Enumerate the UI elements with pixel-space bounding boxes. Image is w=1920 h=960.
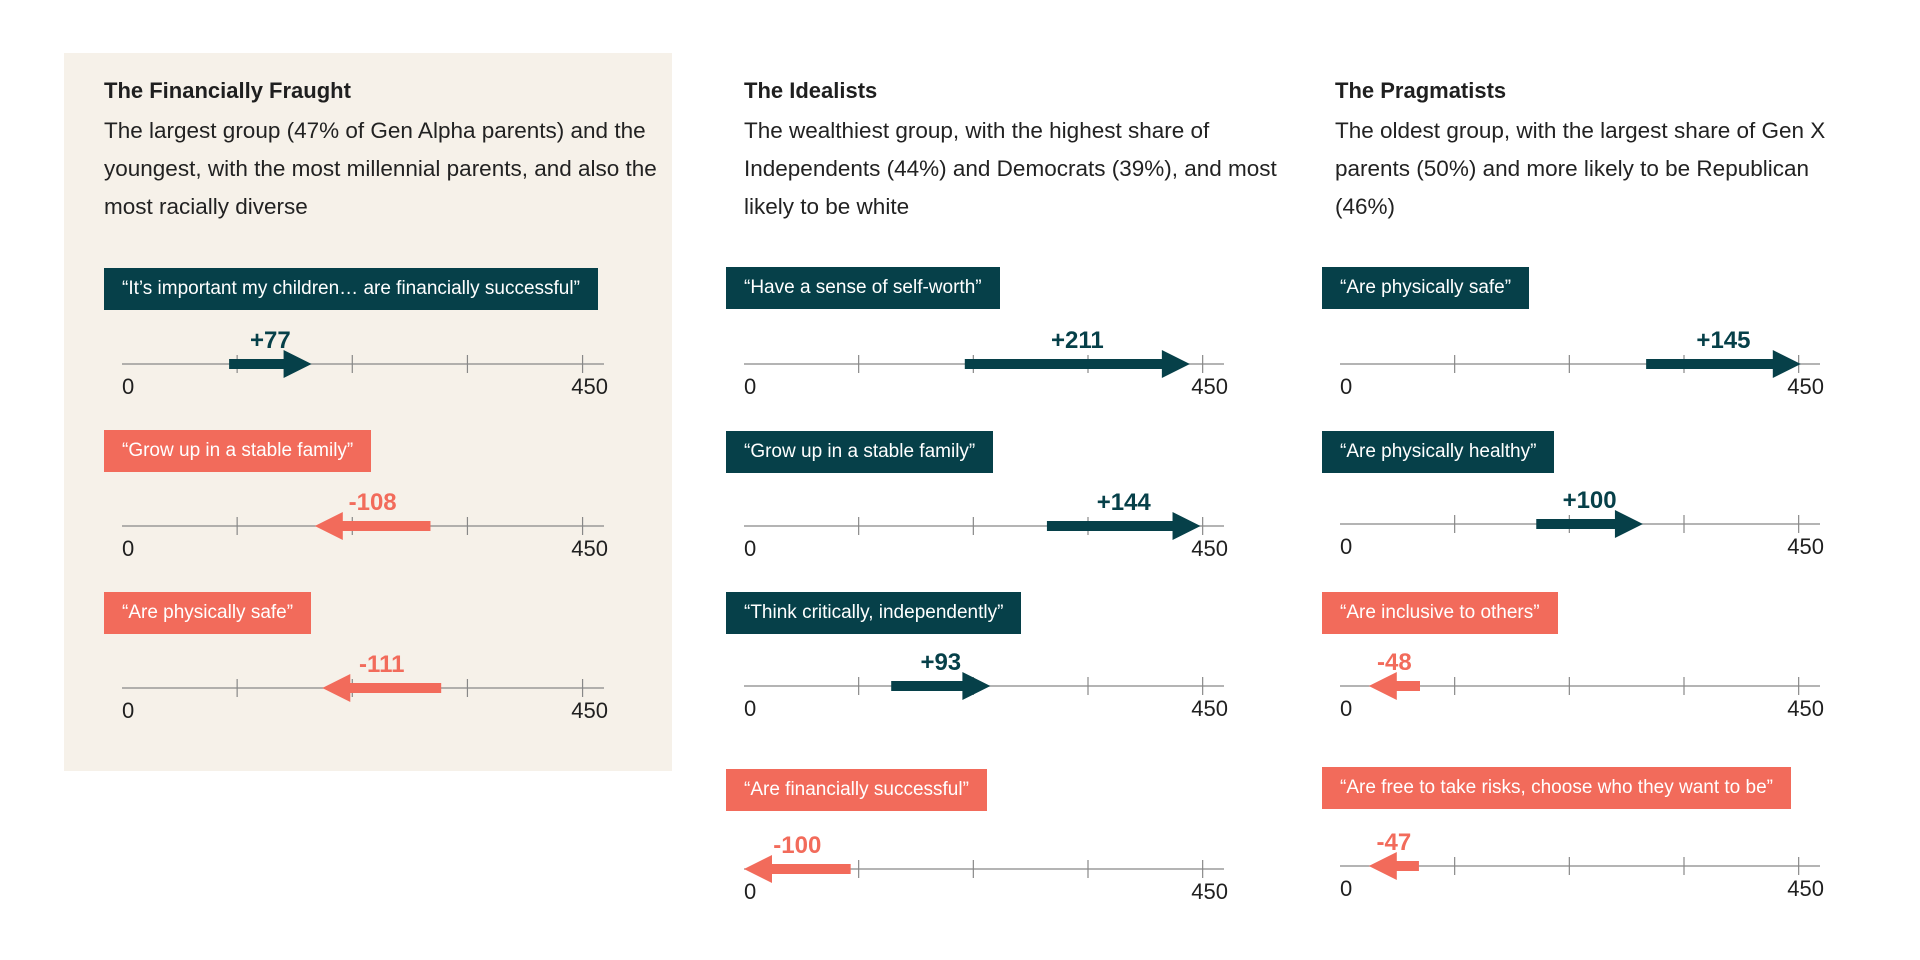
item-axis: 0 450 -47 — [1340, 829, 1824, 901]
item-label: “It’s important my children… are financi… — [104, 268, 598, 310]
axis-min-label: 0 — [744, 536, 756, 561]
axis-min-label: 0 — [744, 696, 756, 721]
item-label: “Are inclusive to others” — [1322, 592, 1558, 634]
change-arrow — [744, 855, 851, 883]
change-value-label: -111 — [359, 651, 404, 678]
item-label: “Are free to take risks, choose who they… — [1322, 767, 1791, 809]
item-label: “Grow up in a stable family” — [726, 431, 994, 473]
change-arrow — [1536, 510, 1643, 538]
item-label: “Grow up in a stable family” — [104, 430, 372, 472]
change-arrow — [1646, 350, 1801, 378]
item-axis: 0 450 +77 — [122, 327, 608, 399]
axis-max-label: 450 — [1191, 879, 1228, 904]
item-axis: 0 450 -108 — [122, 489, 608, 561]
axis-max-label: 450 — [1787, 374, 1824, 399]
item-label: “Think critically, independently” — [726, 592, 1022, 634]
item-axis: 0 450 +144 — [744, 489, 1228, 561]
change-value-label: +145 — [1696, 327, 1750, 354]
idealists-description: The wealthiest group, with the highest s… — [744, 118, 1277, 219]
item-label: “Have a sense of self-worth” — [726, 267, 1000, 309]
item-label: “Are physically safe” — [104, 592, 312, 634]
change-value-label: +144 — [1097, 489, 1152, 516]
change-arrow — [891, 672, 991, 700]
axis-max-label: 450 — [1787, 696, 1824, 721]
axis-max-label: 450 — [1191, 696, 1228, 721]
axis-max-label: 450 — [1787, 876, 1824, 901]
axis-min-label: 0 — [1340, 696, 1352, 721]
axis-min-label: 0 — [1340, 534, 1352, 559]
change-value-label: -47 — [1377, 829, 1412, 856]
item-axis: 0 450 -111 — [122, 651, 608, 723]
item-axis: 0 450 +93 — [744, 649, 1228, 721]
axis-max-label: 450 — [571, 536, 608, 561]
axis-min-label: 0 — [122, 536, 134, 561]
item-axis: 0 450 +145 — [1340, 327, 1824, 399]
item-label: “Are physically healthy” — [1322, 431, 1555, 473]
item-axis: 0 450 +100 — [1340, 487, 1824, 559]
financially-fraught-description: The largest group (47% of Gen Alpha pare… — [104, 118, 657, 219]
financially-fraught-title: The Financially Fraught — [104, 78, 351, 103]
item-label: “Are financially successful” — [726, 769, 987, 811]
change-value-label: -108 — [349, 489, 397, 516]
axis-max-label: 450 — [1191, 536, 1228, 561]
axis-max-label: 450 — [571, 374, 608, 399]
pragmatists-description: The oldest group, with the largest share… — [1335, 118, 1826, 219]
axis-min-label: 0 — [1340, 876, 1352, 901]
change-arrow — [964, 350, 1190, 378]
change-value-label: +77 — [250, 327, 291, 354]
change-arrow — [1368, 852, 1419, 880]
axis-min-label: 0 — [744, 879, 756, 904]
item-axis: 0 450 +211 — [744, 327, 1228, 399]
change-value-label: -100 — [773, 832, 821, 859]
axis-min-label: 0 — [744, 374, 756, 399]
idealists-title: The Idealists — [744, 78, 878, 103]
axis-max-label: 450 — [1191, 374, 1228, 399]
change-arrow — [314, 512, 431, 540]
change-arrow — [1368, 672, 1420, 700]
change-arrow — [322, 674, 442, 702]
item-label: “Are physically safe” — [1322, 267, 1530, 309]
change-arrow — [1046, 512, 1201, 540]
axis-max-label: 450 — [571, 698, 608, 723]
item-axis: 0 450 -48 — [1340, 649, 1824, 721]
axis-max-label: 450 — [1787, 534, 1824, 559]
change-value-label: -48 — [1377, 649, 1412, 676]
pragmatists-title: The Pragmatists — [1335, 78, 1507, 103]
item-axis: 0 450 -100 — [744, 832, 1228, 904]
axis-min-label: 0 — [122, 698, 134, 723]
change-arrow — [229, 350, 312, 378]
axis-min-label: 0 — [1340, 374, 1352, 399]
change-value-label: +93 — [920, 649, 961, 676]
change-value-label: +100 — [1563, 487, 1617, 514]
change-value-label: +211 — [1051, 327, 1104, 354]
axis-min-label: 0 — [122, 374, 134, 399]
financially-fraught-panel-background — [64, 53, 672, 771]
